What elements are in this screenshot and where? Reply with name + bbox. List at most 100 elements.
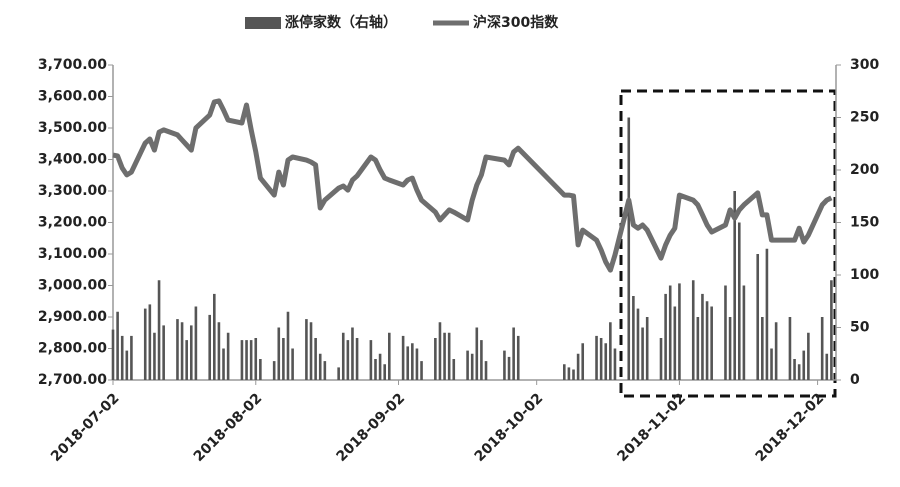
bar xyxy=(659,338,663,380)
bar xyxy=(830,280,833,380)
x-tick-label: 2018-07-02 xyxy=(48,390,123,465)
y2-tick-label: 150 xyxy=(850,215,879,231)
bar xyxy=(507,356,511,380)
bar xyxy=(645,317,649,380)
bar xyxy=(668,285,672,380)
bar xyxy=(701,293,704,380)
bar xyxy=(613,348,617,380)
bar xyxy=(130,335,133,380)
bar xyxy=(788,317,792,380)
y2-tick-label: 200 xyxy=(850,162,879,178)
y-tick-label: 3,600.00 xyxy=(38,89,107,105)
bar xyxy=(470,353,474,380)
bar xyxy=(475,327,479,380)
bar xyxy=(125,350,129,380)
bar xyxy=(213,293,216,380)
bar xyxy=(595,335,598,380)
bar xyxy=(443,332,446,380)
bar xyxy=(420,361,423,380)
y-tick-label: 2,900.00 xyxy=(38,309,107,325)
bar xyxy=(447,332,451,380)
bar xyxy=(673,306,677,380)
bar xyxy=(516,335,520,380)
bar xyxy=(388,332,391,380)
bar xyxy=(567,367,571,380)
bar xyxy=(143,308,147,380)
x-tick-label: 2018-08-02 xyxy=(191,390,266,465)
bar xyxy=(770,348,773,380)
bar xyxy=(374,359,377,380)
bar xyxy=(153,332,156,380)
y-tick-label: 2,800.00 xyxy=(38,341,107,357)
y-tick-label: 3,300.00 xyxy=(38,183,107,199)
highlight-box xyxy=(619,89,837,398)
y-tick-label: 3,500.00 xyxy=(38,120,107,136)
y-tick-label: 3,400.00 xyxy=(38,152,107,168)
bar xyxy=(627,117,631,380)
bar xyxy=(318,353,322,380)
bar xyxy=(609,322,612,380)
bar xyxy=(383,364,387,380)
bar xyxy=(249,340,253,380)
x-tick-label: 2018-11-02 xyxy=(614,390,689,465)
bar xyxy=(337,367,340,380)
bar xyxy=(452,359,456,380)
bar xyxy=(641,327,644,380)
bar xyxy=(710,306,713,380)
bar xyxy=(576,353,580,380)
x-tick-label: 2018-10-02 xyxy=(472,390,547,465)
bar xyxy=(761,317,764,380)
bar xyxy=(378,353,382,380)
x-tick-label: 2018-12-02 xyxy=(753,390,828,465)
bar xyxy=(305,319,308,380)
bar xyxy=(254,338,258,380)
bar xyxy=(807,332,810,380)
bar xyxy=(111,329,115,380)
bar xyxy=(314,338,317,380)
y-tick-label: 3,700.00 xyxy=(38,57,107,73)
bar xyxy=(157,280,161,380)
y-tick-label: 3,200.00 xyxy=(38,215,107,231)
bar xyxy=(705,301,709,380)
bar xyxy=(438,322,442,380)
bar xyxy=(820,317,824,380)
bar xyxy=(240,340,244,380)
bar xyxy=(346,340,350,380)
bar xyxy=(466,350,469,380)
bar xyxy=(351,327,354,380)
y-tick-label: 3,000.00 xyxy=(38,278,107,294)
y2-tick-label: 0 xyxy=(850,372,860,388)
bar xyxy=(180,322,184,380)
bar xyxy=(434,338,437,380)
y2-tick-label: 250 xyxy=(850,110,879,126)
bar xyxy=(411,343,414,380)
bar xyxy=(480,340,483,380)
bar xyxy=(802,350,806,380)
bar xyxy=(696,317,700,380)
bar xyxy=(512,327,515,380)
bar xyxy=(572,369,575,380)
bar xyxy=(691,280,695,380)
y2-tick-label: 300 xyxy=(850,57,879,73)
bar xyxy=(162,325,165,380)
bar xyxy=(309,322,313,380)
bar xyxy=(323,361,327,380)
y-tick-label: 2,700.00 xyxy=(38,372,107,388)
bar xyxy=(562,364,566,380)
line xyxy=(112,98,833,273)
bar xyxy=(226,332,230,380)
y2-tick-label: 100 xyxy=(850,267,879,283)
bar xyxy=(217,322,221,380)
bar xyxy=(797,364,801,380)
bar xyxy=(148,304,152,380)
bar xyxy=(406,346,410,380)
bar xyxy=(277,327,281,380)
bar xyxy=(116,311,119,380)
bar xyxy=(664,293,667,380)
bar xyxy=(341,332,345,380)
bar xyxy=(272,361,276,380)
bar xyxy=(355,338,359,380)
legend-swatch xyxy=(245,17,281,29)
bar xyxy=(245,340,248,380)
